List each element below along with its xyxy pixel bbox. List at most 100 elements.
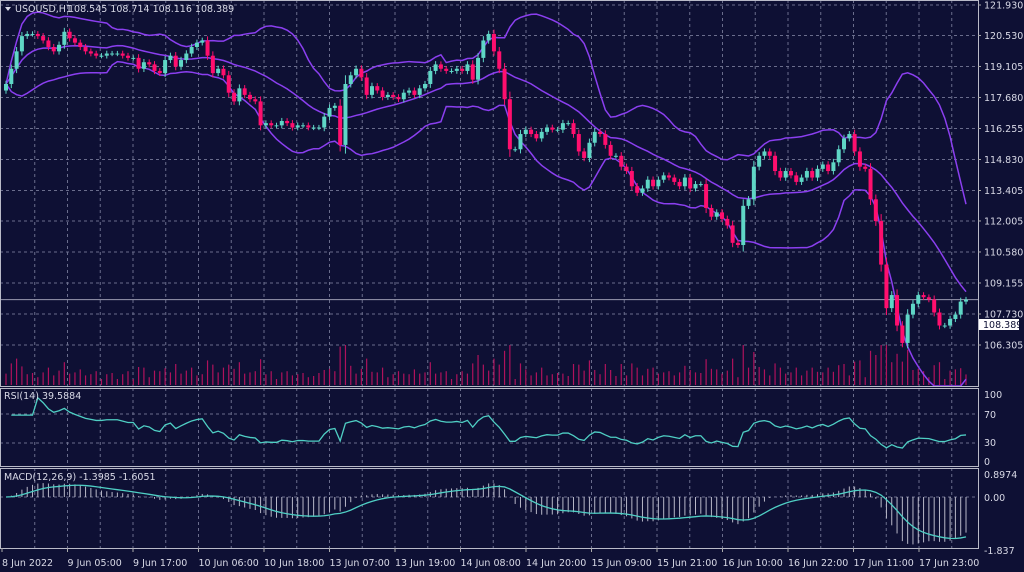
candle-body [338,105,343,145]
candle-body [83,46,88,52]
candle-body [592,131,597,143]
candle-body [566,123,571,125]
candle-body [306,125,311,128]
candle-body [110,53,115,55]
candle-body [163,60,168,74]
candle-body [184,53,189,61]
macd-tick: -1.837 [984,546,1015,557]
pane-border [0,388,979,467]
candle-body [147,62,152,65]
candle-body [746,199,751,206]
price-tick-label: 109.155 [984,278,1023,289]
candle-body [491,33,496,52]
candle-body [741,205,746,246]
candle-body [847,134,852,139]
candle-body [25,33,30,37]
candle-body [523,129,528,135]
candle-body [380,90,385,98]
price-axis: 121.930 120.530 119.105 117.680 116.255 114.8… [978,1,1023,352]
time-tick-label: 9 Jun 17:00 [133,558,187,569]
candle-body [417,88,422,95]
candle-body [41,36,46,41]
pane-border [0,468,979,549]
price-tick-label: 113.405 [984,186,1023,197]
candle-body [88,51,93,54]
candle-body [608,144,613,156]
rsi-line [11,396,967,449]
candle-body [200,40,205,43]
candle-body [216,68,221,74]
candle-body [179,60,184,67]
candle-body [253,99,258,102]
candle-body [205,40,210,56]
price-tick-label: 121.930 [984,1,1023,12]
candle-body [433,64,438,71]
candle-body [709,208,714,217]
time-tick-label: 16 Jun 10:00 [723,558,783,569]
candle-body [757,155,762,167]
candle-body [868,168,873,200]
candle-body [518,134,523,150]
time-axis: 8 Jun 2022 9 Jun 05:00 9 Jun 17:00 10 Jun 0… [1,548,979,569]
candle-body [507,99,512,150]
candle-body [534,134,539,139]
candle-body [842,138,847,150]
candle-body [481,40,486,58]
candle-body [35,33,40,37]
candle-body [104,53,109,56]
candle-body [9,68,14,84]
candle-body [67,31,72,39]
candle-body [19,36,24,52]
candle-body [730,225,735,243]
candle-body [799,177,804,182]
candle-body [237,88,242,102]
candle-body [576,134,581,152]
bollinger-lower-band [5,60,967,387]
candle-body [221,68,226,76]
rsi-label: RSI(14) 39.5884 [4,391,81,402]
candle-body [4,83,8,91]
candle-body [141,62,146,69]
candle-body [852,134,857,152]
candle-body [804,171,809,178]
candle-body [932,299,937,313]
candle-body [661,175,666,180]
candle-body [189,46,194,54]
candle-body [364,77,369,95]
time-tick-label: 14 Jun 20:00 [526,558,586,569]
candle-body [916,295,921,304]
candle-body [274,125,279,127]
bollinger-bands [5,11,967,387]
candle-body [444,68,449,71]
candle-body [502,68,507,100]
candle-body [624,166,629,172]
candle-body [836,149,841,163]
candle-body [332,105,337,108]
dropdown-triangle-icon[interactable] [5,7,11,11]
indicators [5,396,967,545]
candle-body [311,127,316,129]
candle-body [560,123,565,130]
candle-body [958,301,963,315]
candle-body [327,107,332,117]
candle-body [412,90,417,95]
candle-body [783,171,788,178]
candle-body [725,218,730,226]
candle-body [194,42,199,47]
candle-body [78,42,83,47]
candle-body [173,55,178,67]
candle-body [454,68,459,71]
candle-body [720,212,725,219]
rsi-tick: 30 [984,438,996,449]
candle-body [94,53,99,56]
candle-body [470,64,475,80]
candle-body [688,177,693,189]
candle-body [529,129,534,135]
candle-body [385,94,390,98]
candle-body [677,181,682,187]
candle-body [99,55,104,57]
candle-body [698,184,703,186]
candle-body [497,51,502,69]
candle-body [598,131,603,135]
